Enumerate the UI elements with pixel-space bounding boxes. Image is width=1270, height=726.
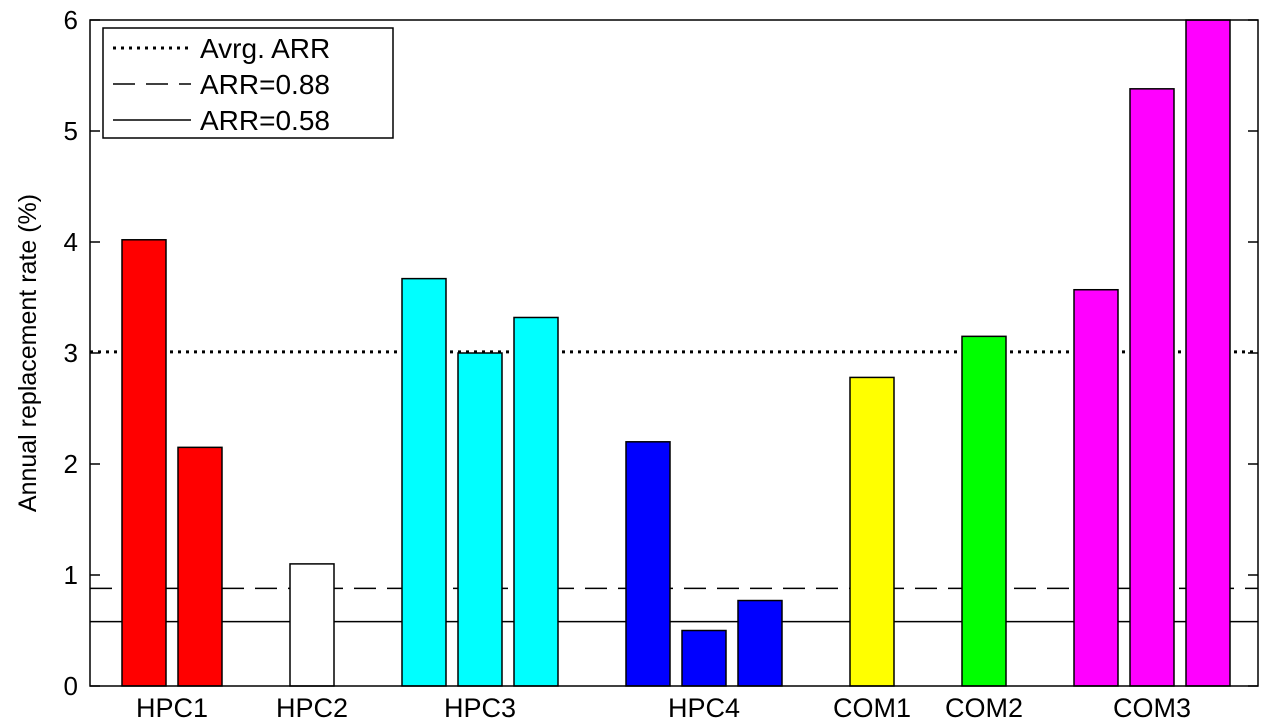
y-tick-label: 3 [64, 338, 78, 368]
bar-com1-1 [849, 376, 895, 687]
legend-label: Avrg. ARR [200, 33, 330, 64]
y-tick-label: 0 [64, 671, 78, 701]
bar-hpc1-1 [121, 239, 167, 687]
bar-hpc4-1 [625, 441, 671, 687]
x-tick-label: COM2 [945, 693, 1023, 723]
y-tick-label: 4 [64, 227, 78, 257]
legend-label: ARR=0.58 [200, 105, 330, 136]
bar-com2-1 [961, 335, 1007, 687]
x-tick-label: COM1 [833, 693, 911, 723]
x-tick-label: COM3 [1113, 693, 1191, 723]
bar-hpc1-2 [177, 446, 223, 687]
x-axis: HPC1 HPC2 HPC3 HPC4 COM1 COM2 COM3 [136, 693, 1191, 723]
y-tick-label: 6 [64, 5, 78, 35]
bar-hpc4-2 [681, 629, 727, 687]
x-tick-label: HPC2 [276, 693, 348, 723]
y-axis: 0 1 2 3 4 5 6 [64, 5, 1258, 701]
y-axis-label: Annual replacement rate (%) [14, 194, 42, 512]
bar-hpc3-3 [513, 316, 559, 687]
legend-label: ARR=0.88 [200, 69, 330, 100]
bar-com3-3 [1185, 19, 1231, 687]
legend: Avrg. ARR ARR=0.88 ARR=0.58 [102, 27, 394, 139]
y-tick-label: 5 [64, 116, 78, 146]
bar-hpc4-3 [737, 599, 783, 687]
bar-hpc3-2 [457, 352, 503, 687]
bar-com3-1 [1073, 288, 1119, 687]
reference-lines [90, 350, 1258, 623]
bar-com3-2 [1129, 88, 1175, 687]
x-tick-label: HPC4 [668, 693, 740, 723]
bars [121, 19, 1231, 687]
y-tick-label: 1 [64, 560, 78, 590]
bar-hpc3-1 [401, 277, 447, 687]
y-tick-label: 2 [64, 449, 78, 479]
bar-hpc2-1 [289, 563, 335, 687]
x-tick-label: HPC3 [444, 693, 516, 723]
x-tick-label: HPC1 [136, 693, 208, 723]
